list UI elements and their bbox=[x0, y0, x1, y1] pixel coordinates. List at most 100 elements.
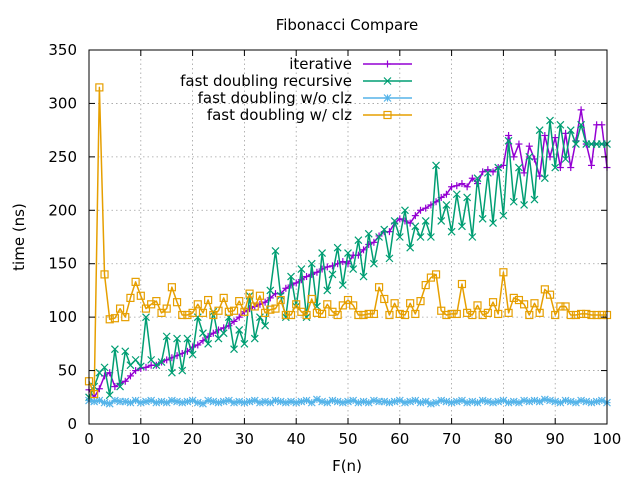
data-point bbox=[245, 289, 254, 298]
data-point bbox=[287, 272, 295, 281]
data-point bbox=[390, 217, 399, 225]
data-point bbox=[240, 339, 249, 348]
series-1 bbox=[85, 106, 611, 401]
data-point bbox=[344, 249, 352, 257]
data-point bbox=[359, 310, 368, 320]
data-point bbox=[400, 310, 410, 320]
data-point bbox=[416, 297, 425, 306]
data-point bbox=[276, 291, 285, 300]
data-point bbox=[448, 183, 456, 191]
data-point bbox=[121, 347, 130, 356]
y-tick-label: 250 bbox=[48, 148, 77, 166]
data-point bbox=[271, 304, 280, 313]
data-point bbox=[116, 382, 125, 391]
data-point bbox=[110, 314, 120, 323]
data-point bbox=[385, 398, 394, 407]
legend-label: fast doubling w/o clz bbox=[198, 89, 352, 107]
data-point bbox=[566, 310, 575, 320]
data-point bbox=[349, 265, 358, 273]
data-point bbox=[261, 298, 269, 306]
data-point bbox=[587, 310, 596, 320]
data-point bbox=[426, 233, 435, 241]
legend-label: fast doubling recursive bbox=[180, 72, 352, 90]
data-point bbox=[432, 161, 440, 170]
data-point bbox=[178, 310, 187, 320]
data-point bbox=[479, 168, 487, 176]
y-axis-label: time (ns) bbox=[10, 203, 28, 271]
data-point bbox=[546, 116, 554, 125]
data-point bbox=[292, 300, 301, 309]
data-point bbox=[597, 310, 606, 320]
data-point bbox=[141, 304, 151, 313]
data-point bbox=[157, 308, 166, 317]
data-point bbox=[380, 225, 389, 234]
data-point bbox=[359, 397, 368, 406]
data-point bbox=[442, 310, 451, 320]
data-point bbox=[323, 286, 332, 295]
legend-label: iterative bbox=[289, 55, 352, 73]
legend-marker bbox=[383, 77, 392, 85]
x-tick-label: 80 bbox=[494, 430, 513, 448]
x-tick-label: 90 bbox=[546, 430, 565, 448]
data-point bbox=[193, 300, 202, 309]
data-point bbox=[364, 229, 373, 238]
data-point bbox=[577, 106, 585, 114]
data-point bbox=[318, 309, 327, 319]
data-point bbox=[302, 310, 311, 320]
x-tick-label: 50 bbox=[338, 430, 357, 448]
data-point bbox=[447, 309, 456, 319]
data-point bbox=[173, 334, 181, 343]
data-point bbox=[157, 358, 166, 366]
data-point bbox=[515, 163, 523, 172]
data-point bbox=[540, 285, 549, 294]
x-tick-label: 70 bbox=[442, 430, 461, 448]
chart-title: Fibonacci Compare bbox=[276, 16, 419, 34]
data-point bbox=[271, 246, 280, 255]
data-point bbox=[167, 368, 176, 377]
data-point bbox=[494, 309, 503, 319]
data-point bbox=[245, 397, 254, 406]
data-point bbox=[121, 313, 130, 322]
data-point bbox=[121, 377, 129, 385]
data-point bbox=[546, 153, 554, 161]
data-point bbox=[131, 277, 140, 286]
data-point bbox=[421, 217, 430, 225]
data-point bbox=[199, 329, 207, 338]
data-point bbox=[556, 164, 564, 172]
data-point bbox=[188, 308, 197, 317]
data-point bbox=[504, 308, 513, 317]
data-point bbox=[421, 280, 430, 290]
data-point bbox=[577, 396, 586, 405]
data-point bbox=[328, 270, 337, 279]
data-point bbox=[172, 298, 182, 307]
data-point bbox=[354, 236, 363, 245]
data-point bbox=[411, 222, 420, 231]
data-point bbox=[473, 174, 482, 183]
data-point bbox=[338, 281, 347, 290]
data-point bbox=[235, 326, 244, 334]
data-point bbox=[401, 398, 409, 407]
data-point bbox=[162, 304, 171, 313]
data-point bbox=[307, 259, 316, 268]
data-point bbox=[198, 308, 208, 317]
data-point bbox=[100, 270, 109, 279]
data-point bbox=[224, 307, 233, 316]
legend-entry: iterative bbox=[289, 55, 412, 73]
legend-marker bbox=[384, 60, 391, 68]
data-point bbox=[235, 313, 243, 321]
data-point bbox=[551, 310, 560, 320]
data-point bbox=[385, 254, 394, 263]
data-point bbox=[483, 308, 492, 317]
data-point bbox=[457, 279, 467, 289]
data-point bbox=[458, 180, 466, 188]
data-point bbox=[183, 334, 192, 343]
data-point bbox=[219, 329, 228, 338]
data-point bbox=[370, 238, 378, 246]
data-point bbox=[395, 309, 404, 319]
data-point bbox=[323, 300, 332, 309]
data-point bbox=[240, 307, 249, 316]
data-point bbox=[395, 233, 404, 241]
data-point bbox=[136, 362, 145, 371]
data-point bbox=[286, 310, 296, 320]
